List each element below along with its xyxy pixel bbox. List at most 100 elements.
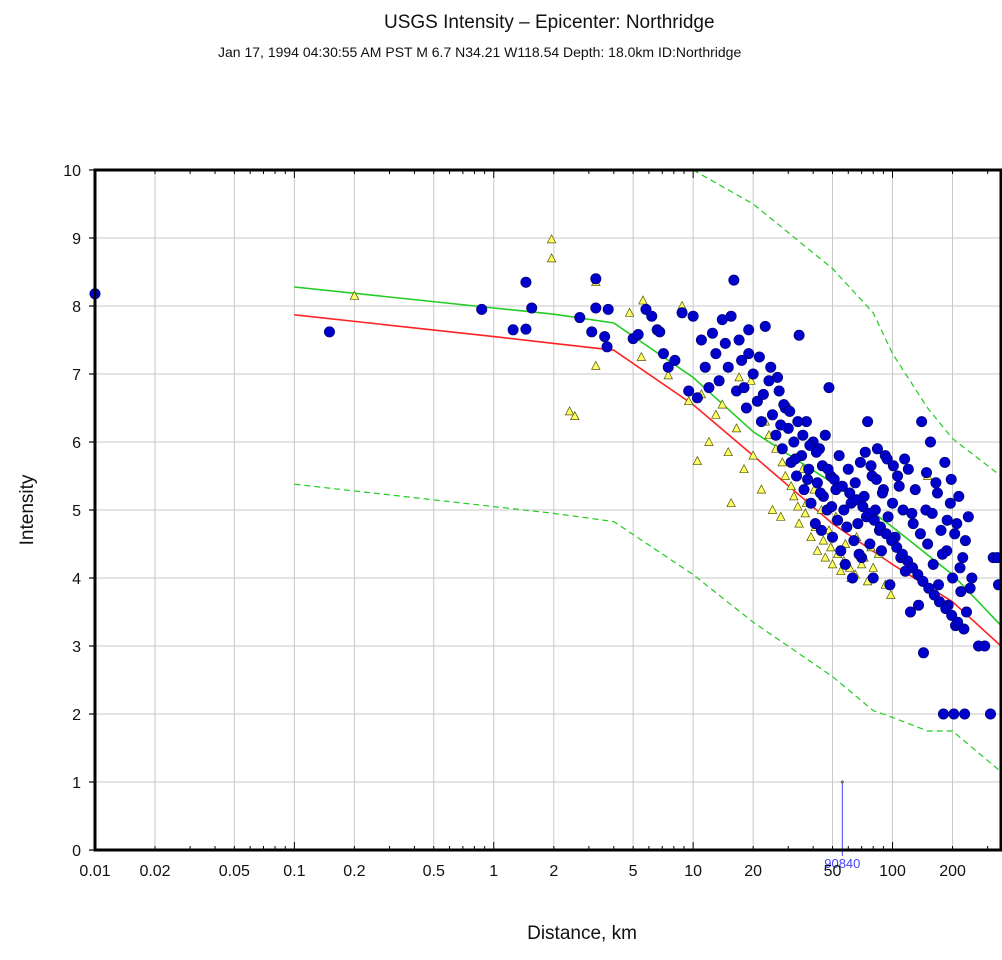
circle-point xyxy=(947,572,959,584)
circle-point xyxy=(766,409,778,421)
circle-point xyxy=(797,429,809,441)
triangle-point xyxy=(780,470,791,480)
circle-point xyxy=(740,402,752,414)
dashed-series-line xyxy=(692,169,1002,477)
triangle-point xyxy=(856,559,867,569)
circle-point xyxy=(753,351,765,363)
circle-point xyxy=(662,361,674,373)
circle-point xyxy=(792,416,804,428)
circle-point xyxy=(669,354,681,366)
circle-point xyxy=(945,473,957,485)
circle-point xyxy=(743,348,755,360)
axes xyxy=(89,168,1002,852)
circle-point xyxy=(599,331,611,343)
triangle-point xyxy=(820,552,831,562)
circle-point xyxy=(323,326,335,338)
y-tick-label: 10 xyxy=(63,163,81,180)
circle-point xyxy=(953,490,965,502)
x-tick-label: 50 xyxy=(824,863,842,880)
circle-point xyxy=(876,487,888,499)
circle-point xyxy=(765,361,777,373)
circle-point xyxy=(793,329,805,341)
y-tick-label: 2 xyxy=(72,707,81,724)
triangle-point xyxy=(827,559,838,569)
x-tick-label: 5 xyxy=(629,863,638,880)
circle-point xyxy=(725,310,737,322)
triangle-point xyxy=(748,450,758,460)
circle-point xyxy=(839,558,851,570)
triangle-point xyxy=(636,351,647,361)
circle-point xyxy=(743,324,755,336)
triangle-point xyxy=(825,542,836,552)
circle-point xyxy=(835,545,847,557)
circle-point xyxy=(944,497,956,509)
circle-point xyxy=(476,303,488,315)
annotation-markers: 90840 xyxy=(824,780,860,871)
circle-point xyxy=(930,477,942,489)
circle-point xyxy=(913,599,925,611)
triangle-point xyxy=(723,446,734,457)
tick-labels: 0.01 0.02 0.05 0.1 0.2 0.5 1 2 5 10 20 50 100 200 0 1 2 3… xyxy=(63,163,966,880)
triangle-point xyxy=(767,504,778,514)
circle-point xyxy=(710,348,722,360)
triangle-point xyxy=(624,307,635,317)
circle-point xyxy=(814,487,826,499)
circle-point xyxy=(773,385,785,397)
x-tick-label: 10 xyxy=(684,863,702,880)
triangle-point xyxy=(885,589,896,599)
circle-point xyxy=(695,334,707,346)
circle-point xyxy=(632,329,644,341)
circle-point xyxy=(979,640,991,652)
circle-point xyxy=(899,453,911,465)
circle-point xyxy=(770,429,782,441)
circle-point xyxy=(691,392,703,404)
circle-point xyxy=(948,708,960,720)
marker-dot xyxy=(840,780,844,784)
circle-point xyxy=(902,463,914,475)
circle-point xyxy=(962,511,974,523)
circle-point xyxy=(952,616,964,628)
circle-point xyxy=(847,572,859,584)
circle-point xyxy=(654,326,666,338)
circle-point xyxy=(939,456,951,468)
circle-point xyxy=(922,538,934,550)
triangle-point xyxy=(546,234,557,244)
circle-point xyxy=(864,538,876,550)
circle-point xyxy=(966,572,978,584)
circle-point xyxy=(687,310,699,322)
marker-label: 90840 xyxy=(824,856,860,871)
circle-point xyxy=(917,647,929,659)
circle-point xyxy=(935,524,947,536)
y-axis-label: Intensity xyxy=(17,474,38,545)
circle-point xyxy=(719,337,731,349)
triangle-point xyxy=(546,253,557,263)
circle-point xyxy=(526,302,538,314)
circle-point xyxy=(862,416,874,428)
circle-point xyxy=(736,354,748,366)
circle-point xyxy=(574,312,586,324)
circle-point xyxy=(832,514,844,526)
triangle-point xyxy=(777,457,788,467)
x-tick-label: 200 xyxy=(939,863,966,880)
circle-point xyxy=(747,368,759,380)
circle-point xyxy=(851,494,863,506)
circle-point xyxy=(871,443,883,455)
triangle-point xyxy=(806,531,816,542)
triangle-point xyxy=(734,372,744,382)
x-tick-label: 1 xyxy=(489,863,498,880)
circle-point xyxy=(827,531,839,543)
circle-point xyxy=(964,582,976,594)
triangle-point xyxy=(800,508,811,518)
triangle-point xyxy=(868,562,878,572)
circle-point xyxy=(932,579,944,591)
circle-point xyxy=(882,511,894,523)
triangle-point xyxy=(756,484,767,494)
y-tick-label: 9 xyxy=(72,231,81,248)
x-tick-label: 2 xyxy=(549,863,558,880)
circle-point xyxy=(904,606,916,618)
circle-point xyxy=(776,443,788,455)
triangle-point xyxy=(818,535,829,545)
circle-point xyxy=(936,548,948,560)
triangle-point xyxy=(739,463,749,474)
circle-point xyxy=(788,436,800,448)
